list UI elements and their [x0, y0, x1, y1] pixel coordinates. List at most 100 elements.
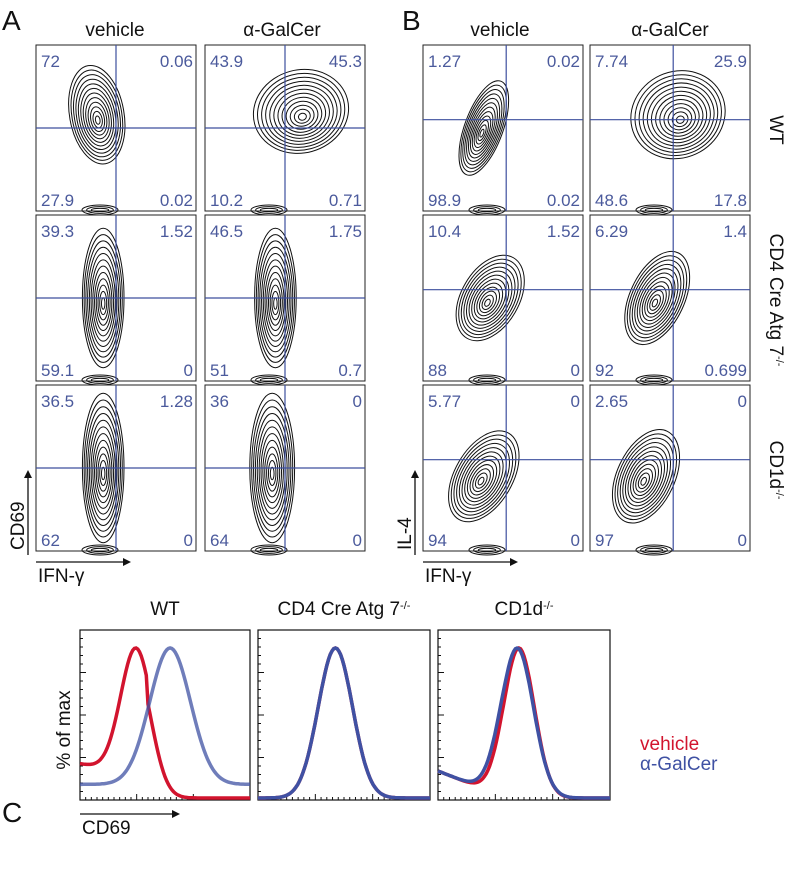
plot-frame — [422, 214, 584, 382]
panel-label: B — [402, 5, 421, 36]
quadrant-value: 10.2 — [210, 191, 243, 210]
contour — [73, 74, 121, 158]
contour — [264, 265, 287, 337]
quadrant-value: 1.52 — [160, 222, 193, 241]
contour — [473, 376, 501, 384]
contour — [617, 437, 675, 517]
contour — [86, 376, 114, 384]
contours — [448, 430, 520, 556]
quadrant-value: 1.27 — [428, 52, 461, 71]
contour — [97, 284, 109, 321]
contour — [269, 84, 334, 142]
contour — [87, 101, 108, 136]
contour — [99, 290, 108, 316]
quadrant-value: 0.7 — [338, 361, 362, 380]
contour — [460, 84, 507, 173]
contour — [82, 92, 112, 143]
contour — [614, 433, 678, 521]
quadrant-value: 0.699 — [704, 361, 747, 380]
contour — [642, 82, 715, 150]
contour — [463, 266, 516, 332]
quadrant-value: 0 — [353, 531, 362, 550]
contour — [640, 206, 668, 214]
quadrant-value: 7.74 — [595, 52, 628, 71]
contours — [630, 70, 726, 216]
contour — [630, 70, 726, 160]
contour — [632, 463, 656, 497]
contour — [255, 206, 283, 214]
panel-label: C — [2, 797, 22, 828]
contour — [624, 450, 666, 507]
quadrant-value: 0 — [184, 531, 193, 550]
contour — [477, 377, 497, 383]
contour — [95, 278, 111, 326]
contour — [257, 240, 294, 358]
quadrant-value: 36 — [210, 392, 229, 411]
contour — [70, 69, 124, 161]
contour — [257, 72, 346, 151]
contour — [473, 546, 501, 554]
contour — [267, 460, 277, 486]
contour — [622, 446, 669, 510]
contour — [469, 464, 495, 496]
legend-entry: α-GalCer — [640, 754, 718, 775]
contour — [90, 426, 116, 515]
contour — [477, 124, 487, 142]
contour — [477, 476, 485, 486]
contours — [611, 429, 681, 556]
contour — [468, 544, 506, 556]
contours — [458, 80, 510, 216]
contour — [667, 107, 693, 131]
contour — [635, 544, 673, 556]
histogram-curve — [80, 646, 250, 787]
quadrant-value: 36.5 — [41, 392, 74, 411]
contour — [273, 88, 330, 139]
contour — [637, 472, 650, 490]
quadrant-value: 45.3 — [329, 52, 362, 71]
contour — [297, 112, 307, 121]
quadrant-value: 1.75 — [329, 222, 362, 241]
contours — [250, 68, 350, 216]
x-axis-label: IFN-γ — [425, 566, 472, 587]
contour — [281, 96, 323, 133]
contour — [269, 284, 282, 321]
contours — [624, 250, 691, 386]
contour — [266, 271, 285, 332]
quadrant-value: 51 — [210, 361, 229, 380]
contour — [259, 246, 292, 353]
row-label: CD1d-/- — [765, 441, 786, 500]
y-axis-label: CD69 — [8, 501, 29, 550]
arrow-head — [510, 558, 518, 566]
quadrant-value: 0.02 — [160, 191, 193, 210]
contour — [644, 285, 667, 318]
histogram-title: CD4 Cre Atg 7-/- — [278, 599, 411, 620]
quadrant-value: 0 — [738, 531, 747, 550]
quadrant-value: 5.77 — [428, 392, 461, 411]
contour — [640, 546, 668, 554]
contour — [271, 290, 280, 316]
contour — [464, 93, 503, 166]
contour — [94, 439, 113, 504]
contour — [92, 265, 115, 337]
arrow-head — [411, 470, 419, 478]
histogram-title-sup: -/- — [543, 600, 554, 612]
contour — [481, 294, 494, 310]
quadrant-value: 0.71 — [329, 191, 362, 210]
contour — [638, 78, 719, 153]
contour — [624, 250, 691, 346]
contour — [466, 459, 498, 499]
plot-frame — [589, 44, 751, 212]
quadrant-value: 0 — [571, 531, 580, 550]
quadrant-value: 6.29 — [595, 222, 628, 241]
contour — [473, 282, 504, 320]
contour — [261, 253, 290, 347]
contour — [464, 455, 501, 503]
contour — [254, 412, 290, 527]
contours — [81, 227, 125, 386]
contour — [97, 453, 109, 492]
contour — [265, 80, 338, 145]
contour — [94, 115, 101, 125]
quadrant-value: 17.8 — [714, 191, 747, 210]
contour — [90, 547, 110, 553]
